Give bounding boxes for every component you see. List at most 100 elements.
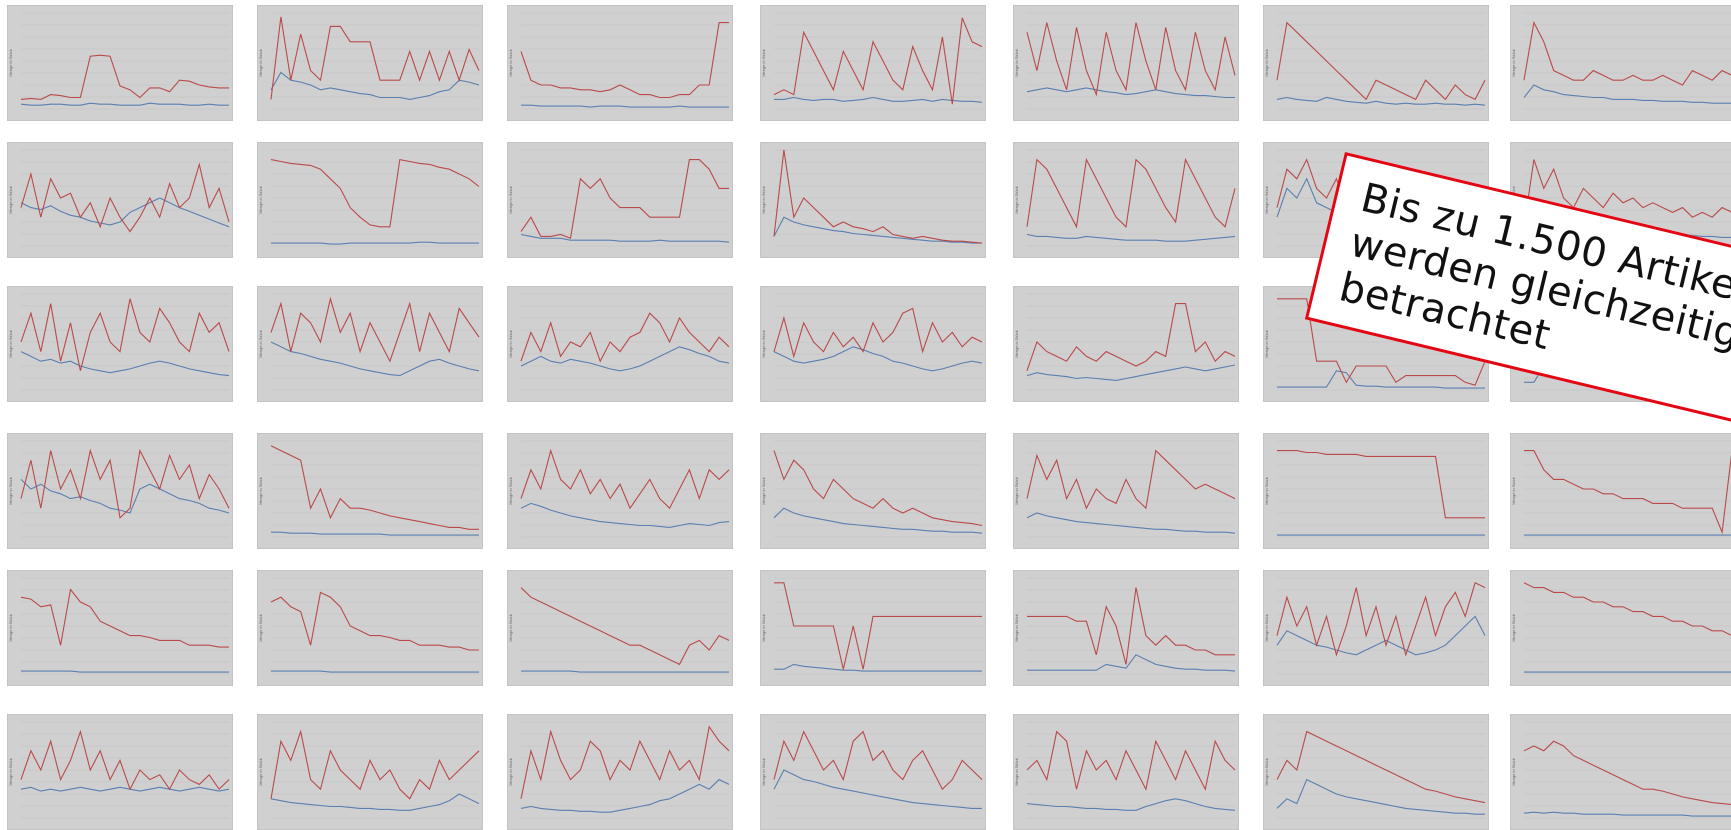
- series-blue-line: [271, 670, 479, 673]
- series-red-line: [520, 312, 730, 363]
- y-axis-label: Menge in Stück: [8, 614, 14, 642]
- y-axis-label: Menge in Stück: [1264, 49, 1270, 77]
- y-axis-label: Menge in Stück: [1014, 186, 1020, 214]
- series-red-line: [1026, 449, 1236, 510]
- panel-plot: [1277, 440, 1485, 538]
- series-blue-line: [1277, 370, 1485, 389]
- series-blue-line: [773, 346, 983, 372]
- series-red-line: [520, 587, 730, 666]
- series-red-line: [1523, 20, 1731, 86]
- chart-panel: Menge in Stück: [1013, 286, 1239, 402]
- y-axis-label: Menge in Stück: [1264, 330, 1270, 358]
- y-axis-label: Menge in Stück: [1264, 477, 1270, 505]
- chart-panel: Menge in Stück: [1013, 714, 1239, 830]
- series-blue-line: [20, 197, 230, 228]
- panel-plot: [773, 12, 983, 110]
- panel-plot: [1027, 577, 1236, 675]
- series-red-line: [270, 16, 480, 100]
- panel-plot: [1026, 12, 1236, 110]
- panel-plot: [270, 721, 480, 819]
- y-axis-label: Menge in Stück: [761, 330, 767, 358]
- series-red-line: [1276, 21, 1486, 101]
- series-red-line: [1524, 450, 1731, 535]
- series-red-line: [270, 296, 480, 363]
- chart-panel: Menge in Stück: [507, 5, 733, 121]
- y-axis-label: Menge in Stück: [258, 49, 264, 77]
- y-axis-label: Menge in Stück: [761, 614, 767, 642]
- series-blue-line: [520, 233, 730, 243]
- chart-panel: Menge in Stück: [1263, 433, 1489, 549]
- series-blue-line: [20, 479, 230, 514]
- chart-panel: Menge in Stück: [257, 433, 483, 549]
- series-blue-line: [520, 778, 730, 813]
- series-red-line: [270, 158, 480, 228]
- panel-plot: [773, 149, 983, 247]
- y-axis-label: Menge in Stück: [1511, 758, 1517, 786]
- series-red-line: [520, 22, 729, 99]
- chart-panel: Menge in Stück: [760, 5, 986, 121]
- chart-panel: Menge in Stück: [1013, 5, 1239, 121]
- y-axis-label: Menge in Stück: [1511, 49, 1517, 77]
- chart-panel: Menge in Stück: [507, 433, 733, 549]
- series-blue-line: [1276, 778, 1485, 815]
- panel-plot: [20, 440, 230, 538]
- chart-panel: Menge in Stück: [507, 714, 733, 830]
- series-blue-line: [1276, 96, 1486, 106]
- series-blue-line: [1027, 654, 1236, 672]
- series-blue-line: [20, 102, 229, 106]
- series-blue-line: [270, 341, 480, 377]
- series-blue-line: [271, 241, 479, 245]
- y-axis-label: Menge in Stück: [258, 477, 264, 505]
- series-blue-line: [1026, 512, 1236, 534]
- chart-panel: Menge in Stück: [760, 142, 986, 258]
- panel-plot: [20, 577, 229, 675]
- panel-plot: [773, 293, 983, 391]
- panel-plot: [20, 293, 230, 391]
- y-axis-label: Menge in Stück: [1014, 614, 1020, 642]
- panel-plot: [520, 293, 730, 391]
- series-blue-line: [774, 96, 983, 103]
- chart-panel: Menge in Stück: [507, 142, 733, 258]
- panel-plot: [1276, 577, 1486, 675]
- panel-plot: [20, 12, 229, 110]
- chart-panel: Menge in Stück: [257, 142, 483, 258]
- panel-plot: [1026, 721, 1236, 819]
- series-red-line: [773, 149, 983, 244]
- series-red-line: [20, 588, 229, 648]
- panel-plot: [1026, 293, 1236, 391]
- series-red-line: [1027, 587, 1235, 665]
- panel-plot: [1276, 12, 1486, 110]
- series-blue-line: [1026, 233, 1236, 242]
- chart-panel: Menge in Stück: [1263, 714, 1489, 830]
- y-axis-label: Menge in Stück: [8, 49, 14, 77]
- chart-panel: Menge in Stück: [7, 570, 233, 686]
- series-red-line: [774, 582, 982, 670]
- y-axis-label: Menge in Stück: [258, 758, 264, 786]
- series-blue-line: [773, 507, 983, 534]
- chart-panel: Menge in Stück: [1263, 5, 1489, 121]
- series-red-line: [20, 729, 230, 791]
- chart-panel: Menge in Stück: [1013, 142, 1239, 258]
- series-red-line: [20, 162, 230, 233]
- y-axis-label: Menge in Stück: [1264, 614, 1270, 642]
- series-red-line: [20, 54, 229, 100]
- series-blue-line: [520, 502, 730, 528]
- chart-panel: Menge in Stück: [760, 570, 986, 686]
- series-red-line: [773, 307, 983, 359]
- y-axis-label: Menge in Stück: [1014, 330, 1020, 358]
- y-axis-label: Menge in Stück: [1264, 186, 1270, 214]
- y-axis-label: Menge in Stück: [508, 186, 514, 214]
- series-red-line: [520, 448, 730, 510]
- series-red-line: [1523, 740, 1731, 806]
- chart-panel: Menge in Stück: [7, 286, 233, 402]
- panel-plot: [773, 440, 983, 538]
- panel-plot: [20, 721, 230, 819]
- series-blue-line: [1026, 364, 1236, 381]
- y-axis-label: Menge in Stück: [8, 186, 14, 214]
- series-blue-line: [521, 104, 729, 108]
- series-blue-line: [271, 531, 479, 536]
- y-axis-label: Menge in Stück: [761, 758, 767, 786]
- chart-panel: Menge in Stück: [257, 714, 483, 830]
- series-red-line: [1026, 303, 1236, 371]
- panel-plot: [1524, 440, 1731, 538]
